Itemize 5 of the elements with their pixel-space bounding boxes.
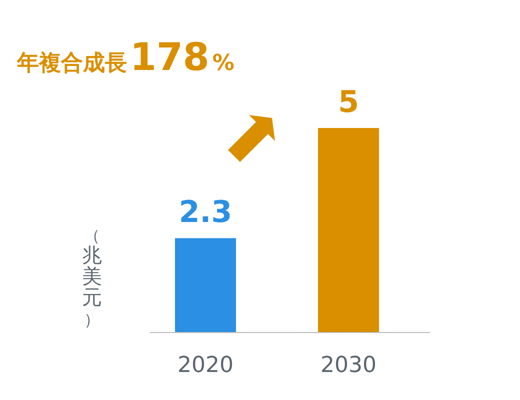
x-tick-label: 2030 [320, 353, 376, 378]
data-label: 2.3 [178, 195, 232, 230]
y-axis-title: （兆美元） [82, 226, 102, 329]
x-tick-label: 2020 [178, 353, 234, 378]
data-label: 5 [338, 85, 359, 120]
